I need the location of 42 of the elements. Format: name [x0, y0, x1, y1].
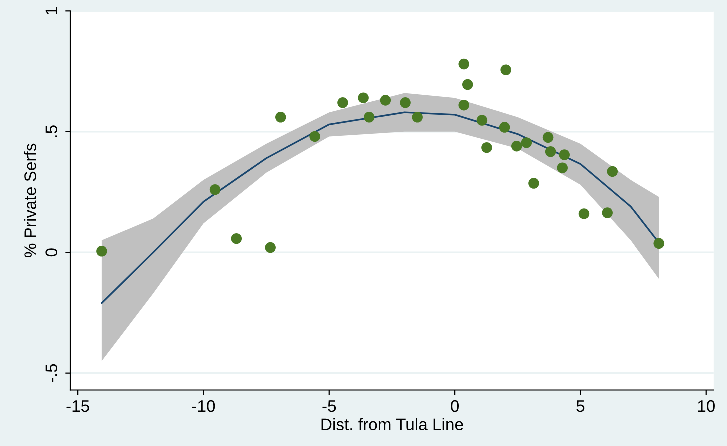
x-tick-label: -5 — [322, 400, 336, 412]
point — [380, 95, 392, 106]
point — [521, 138, 532, 148]
point — [364, 112, 375, 123]
point — [607, 166, 618, 178]
point — [458, 100, 470, 111]
point — [412, 112, 423, 123]
point — [231, 233, 242, 244]
x-tick-label: -10 — [192, 400, 216, 412]
point — [276, 112, 286, 123]
point — [210, 184, 221, 196]
point — [511, 140, 522, 152]
point — [462, 79, 474, 90]
point — [528, 178, 540, 189]
point — [358, 92, 369, 104]
y-axis-title: % Private Serfs — [24, 144, 36, 258]
y-tick-label: -.5 — [46, 364, 58, 382]
point — [482, 142, 492, 154]
point — [265, 242, 276, 254]
point — [400, 98, 411, 108]
point — [499, 122, 510, 133]
point — [602, 208, 613, 218]
point — [476, 115, 488, 126]
point — [557, 162, 568, 174]
x-tick-label: 0 — [451, 400, 460, 412]
point — [542, 132, 554, 144]
y-tick-label: .5 — [46, 126, 58, 138]
x-tick-label: -15 — [66, 400, 90, 412]
point — [559, 150, 570, 160]
point — [458, 58, 470, 70]
point — [654, 238, 665, 250]
x-tick-label: 10 — [698, 400, 715, 412]
y-tick-label: 1 — [46, 7, 58, 15]
point — [500, 64, 512, 76]
point — [545, 146, 556, 158]
x-tick-label: 5 — [576, 400, 585, 412]
point — [310, 131, 320, 142]
y-tick-label: 0 — [46, 248, 58, 257]
point — [96, 246, 108, 257]
point — [578, 208, 590, 220]
point — [338, 98, 348, 108]
x-axis-title: Dist. from Tula Line — [322, 418, 464, 431]
